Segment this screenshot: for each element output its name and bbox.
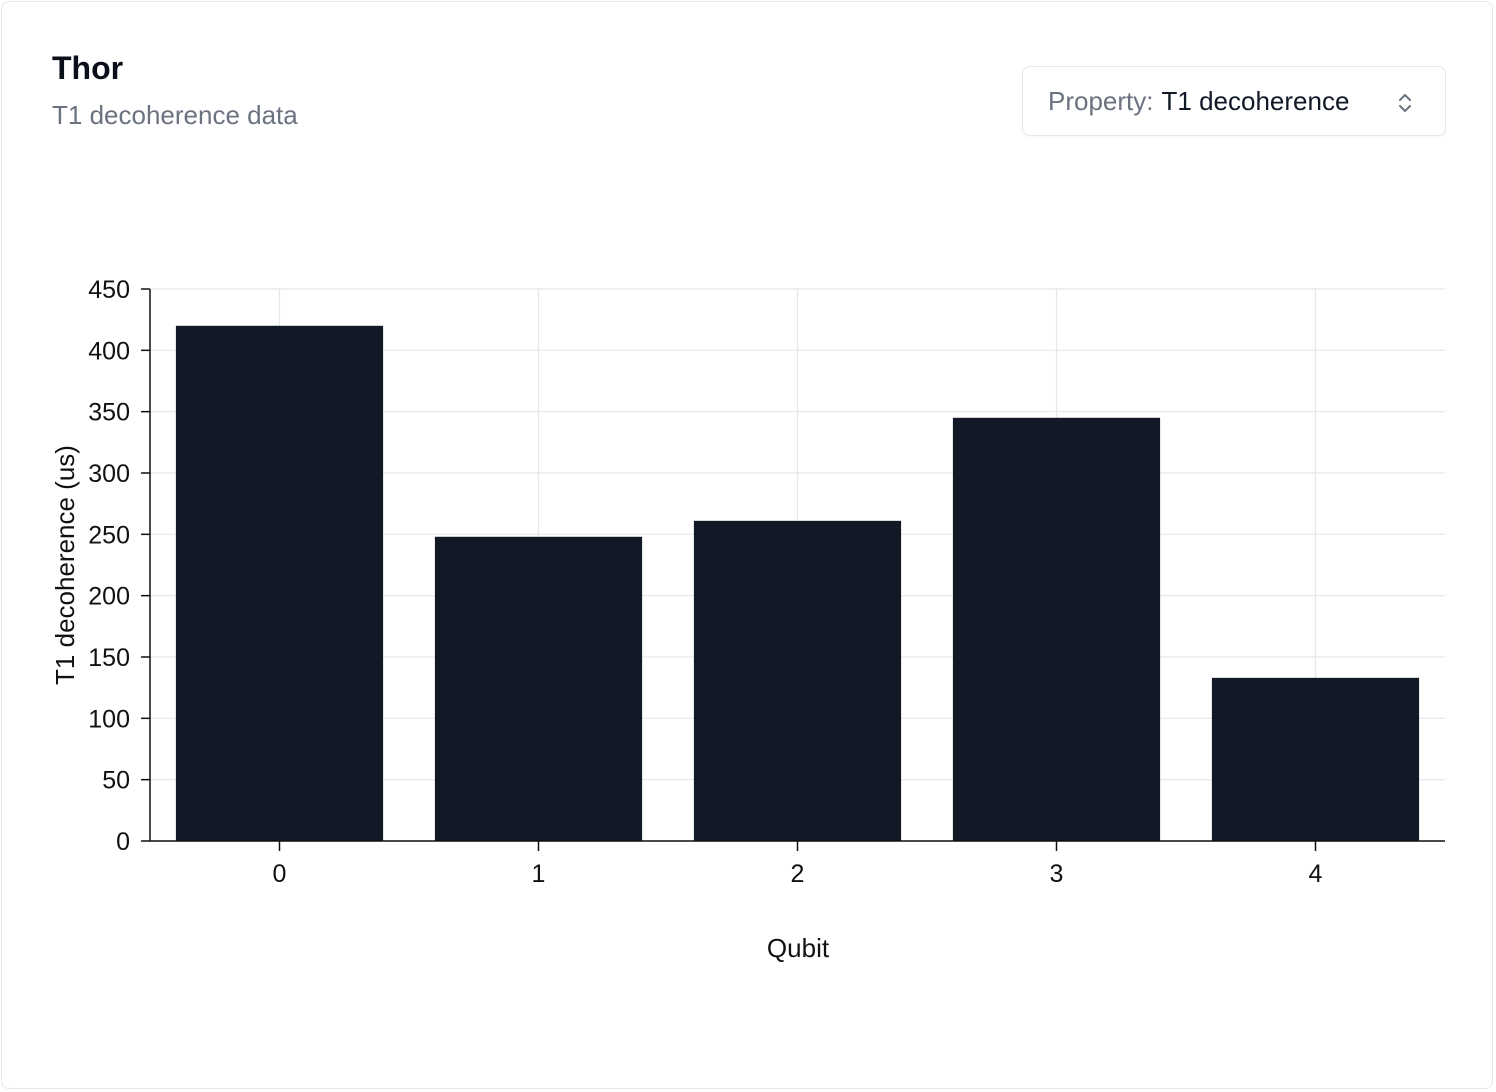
property-select[interactable]: Property: T1 decoherence [1022, 66, 1446, 136]
y-tick-label: 200 [88, 583, 130, 611]
page-title: Thor [52, 50, 124, 86]
x-tick-label: 0 [273, 860, 287, 888]
property-select-value: T1 decoherence [1161, 85, 1350, 116]
page-subtitle: T1 decoherence data [52, 100, 298, 130]
y-tick-label: 150 [88, 644, 130, 672]
bar-qubit-1 [434, 536, 643, 841]
y-tick-label: 400 [88, 337, 130, 365]
y-tick-label: 350 [88, 399, 130, 427]
axis-layer: 0 50 100 150 200 250 300 350 400 450 0 1 2 3 4 [88, 276, 1445, 888]
y-tick-label: 250 [88, 521, 130, 549]
bar-qubit-0 [175, 325, 384, 841]
bar-qubit-4 [1211, 677, 1420, 841]
x-tick-label: 1 [532, 860, 546, 888]
bar-qubit-2 [693, 520, 902, 841]
property-select-prefix: Property: [1048, 85, 1154, 116]
chevron-up-down-icon [1399, 94, 1411, 112]
x-tick-label: 4 [1309, 860, 1323, 888]
y-tick-label: 50 [102, 767, 130, 795]
y-tick-label: 450 [88, 276, 130, 304]
bar-layer [175, 325, 1420, 841]
x-tick-label: 3 [1050, 860, 1064, 888]
x-tick-label: 2 [791, 860, 805, 888]
x-axis-title: Qubit [767, 933, 830, 963]
y-tick-label: 300 [88, 460, 130, 488]
y-axis-title: T1 decoherence (us) [50, 445, 80, 685]
y-tick-label: 100 [88, 705, 130, 733]
y-tick-label: 0 [116, 828, 130, 856]
bar-qubit-3 [952, 417, 1161, 841]
